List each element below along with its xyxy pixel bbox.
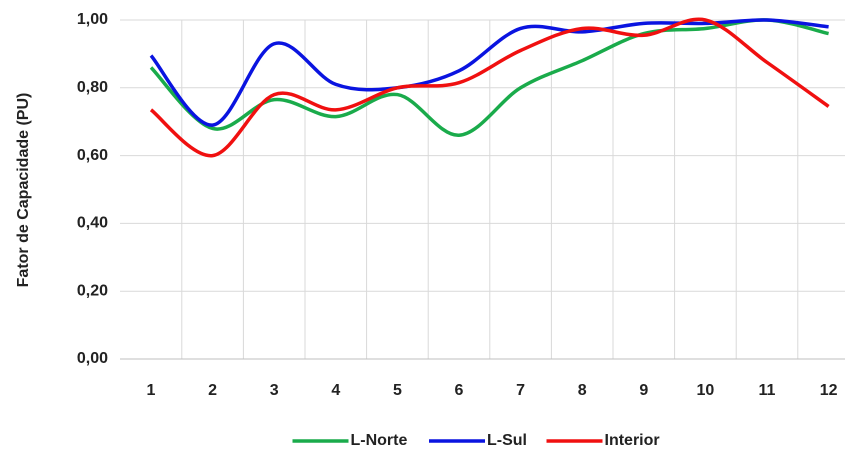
y-tick-label: 0,40 xyxy=(77,215,108,232)
x-tick-label: 12 xyxy=(820,382,838,399)
x-tick-label: 3 xyxy=(270,382,279,399)
y-axis-title: Fator de Capacidade (PU) xyxy=(15,93,32,288)
y-tick-label: 0,60 xyxy=(77,147,108,164)
series-line xyxy=(149,18,829,127)
y-tick-label: 1,00 xyxy=(77,11,108,28)
x-tick-label: 8 xyxy=(578,382,587,399)
y-tick-label: 0,80 xyxy=(77,79,108,96)
legend-label: Interior xyxy=(605,432,660,449)
legend-label: L-Sul xyxy=(487,432,527,449)
x-tick-label: 10 xyxy=(697,382,715,399)
x-tick-label: 5 xyxy=(393,382,402,399)
x-tick-label: 7 xyxy=(516,382,525,399)
x-tick-label: 9 xyxy=(639,382,648,399)
x-tick-label: 11 xyxy=(759,382,776,399)
x-tick-label: 6 xyxy=(455,382,464,399)
y-tick-label: 0,20 xyxy=(77,282,108,299)
series-line xyxy=(149,17,830,158)
x-tick-label: 4 xyxy=(331,382,340,399)
x-tick-label: 2 xyxy=(208,382,217,399)
legend-label: L-Norte xyxy=(351,432,408,449)
y-tick-label: 0,00 xyxy=(77,350,108,367)
x-tick-label: 1 xyxy=(147,382,156,399)
